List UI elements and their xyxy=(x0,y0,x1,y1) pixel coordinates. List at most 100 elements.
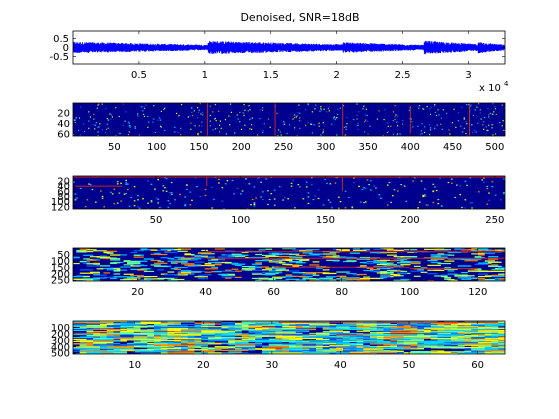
heatmap-cell xyxy=(214,352,235,354)
heatmap-cell xyxy=(439,177,441,179)
heatmap-cell xyxy=(434,186,436,188)
heatmap-cell xyxy=(324,178,327,181)
heatmap-cell xyxy=(93,340,114,342)
heatmap-cell xyxy=(329,256,343,258)
heatmap-cell xyxy=(243,114,245,117)
heatmap-cell xyxy=(181,329,202,332)
heatmap-cell xyxy=(128,125,130,127)
heatmap-cell xyxy=(491,113,493,115)
heatmap-cell xyxy=(225,133,227,135)
heatmap-cell xyxy=(283,197,286,199)
heatmap-cell xyxy=(314,108,316,110)
heatmap-cell xyxy=(364,119,367,121)
heatmap-cell xyxy=(143,107,146,109)
heatmap-cell xyxy=(275,322,296,324)
heatmap-cell xyxy=(73,278,87,280)
heatmap-cell xyxy=(253,202,256,204)
heatmap-cell xyxy=(299,250,306,252)
heatmap-cell xyxy=(79,345,100,347)
heatmap-cell xyxy=(464,335,478,337)
heatmap-cell xyxy=(436,124,438,126)
heatmap-cell xyxy=(276,112,278,114)
heatmap-cell xyxy=(434,105,436,107)
heatmap-cell xyxy=(305,271,317,274)
heatmap-cell xyxy=(302,322,330,324)
heatmap-cell xyxy=(283,122,286,124)
heatmap-cell xyxy=(115,134,117,136)
heatmap-cell xyxy=(451,324,472,326)
heatmap-cell xyxy=(429,133,431,136)
heatmap-cell xyxy=(502,120,504,122)
heatmap-cell xyxy=(96,265,111,267)
heatmap-cell xyxy=(224,262,239,264)
heatmap-cell xyxy=(165,190,168,192)
heatmap-cell xyxy=(194,125,196,127)
heatmap-cell xyxy=(295,279,306,281)
heatmap-cell xyxy=(282,325,296,328)
heatmap-cell xyxy=(364,121,366,123)
heatmap-cell xyxy=(413,177,416,179)
heatmap-cell xyxy=(363,350,391,352)
heatmap-cell xyxy=(103,272,111,274)
heatmap-cell xyxy=(322,342,337,344)
heatmap-cell xyxy=(334,118,336,121)
x-tick-label: 100 xyxy=(147,142,166,153)
heatmap-cell xyxy=(380,275,391,277)
heatmap-cell xyxy=(470,104,472,106)
heatmap-cell xyxy=(488,124,490,126)
heatmap-cell xyxy=(174,256,185,258)
heatmap-cell xyxy=(336,271,350,273)
heatmap-cell xyxy=(235,324,256,326)
heatmap-cell xyxy=(426,106,428,108)
heatmap-cell xyxy=(474,256,482,258)
heatmap-cell xyxy=(464,339,492,341)
heatmap-cell xyxy=(451,342,478,344)
heatmap-cell xyxy=(229,103,232,105)
heatmap-cell xyxy=(478,275,492,278)
y-tick-label: 400 xyxy=(51,342,70,353)
heatmap-background xyxy=(73,103,505,136)
heatmap-cell xyxy=(316,338,330,341)
heatmap-cell xyxy=(488,261,502,263)
heatmap-cell xyxy=(73,280,87,281)
heatmap-cell xyxy=(370,326,384,328)
heatmap-cell xyxy=(478,262,489,264)
heatmap-cell xyxy=(251,277,259,279)
heatmap-cell xyxy=(380,248,394,250)
heatmap-cell xyxy=(240,128,243,130)
heatmap-cell xyxy=(221,187,224,189)
heatmap-cell xyxy=(255,253,262,256)
heatmap-cell xyxy=(120,331,141,333)
heatmap-cell xyxy=(451,347,478,350)
heatmap-cell xyxy=(424,188,426,190)
axes-frame xyxy=(72,102,506,137)
heatmap-cell xyxy=(123,264,134,266)
heatmap-cell xyxy=(262,349,276,351)
heatmap-cell xyxy=(191,111,193,113)
heatmap-cell xyxy=(378,110,380,112)
heatmap-cell xyxy=(447,254,455,256)
heatmap-cell xyxy=(376,251,387,253)
heatmap-cell xyxy=(353,118,355,121)
heatmap-cell xyxy=(154,265,168,267)
heatmap-cell xyxy=(241,251,249,254)
heatmap-cell xyxy=(454,274,468,276)
heatmap-cell xyxy=(326,276,337,278)
heatmap-cell xyxy=(361,188,364,191)
heatmap-cell xyxy=(159,125,162,127)
heatmap-cell xyxy=(403,255,418,258)
heatmap-cell xyxy=(100,267,114,270)
heatmap-cell xyxy=(485,126,487,128)
heatmap-cell xyxy=(86,263,100,265)
heatmap-cell xyxy=(309,351,323,353)
heatmap-cell xyxy=(369,125,371,127)
heatmap-cell xyxy=(403,347,418,349)
heatmap-cell xyxy=(471,207,473,209)
heatmap-cell xyxy=(167,278,175,280)
heatmap-cell xyxy=(322,272,337,275)
heatmap-cell xyxy=(94,124,97,126)
heatmap-cell xyxy=(437,254,451,256)
heatmap-cell xyxy=(153,105,155,107)
heatmap-cell xyxy=(316,272,327,274)
heatmap-cell xyxy=(346,277,360,279)
